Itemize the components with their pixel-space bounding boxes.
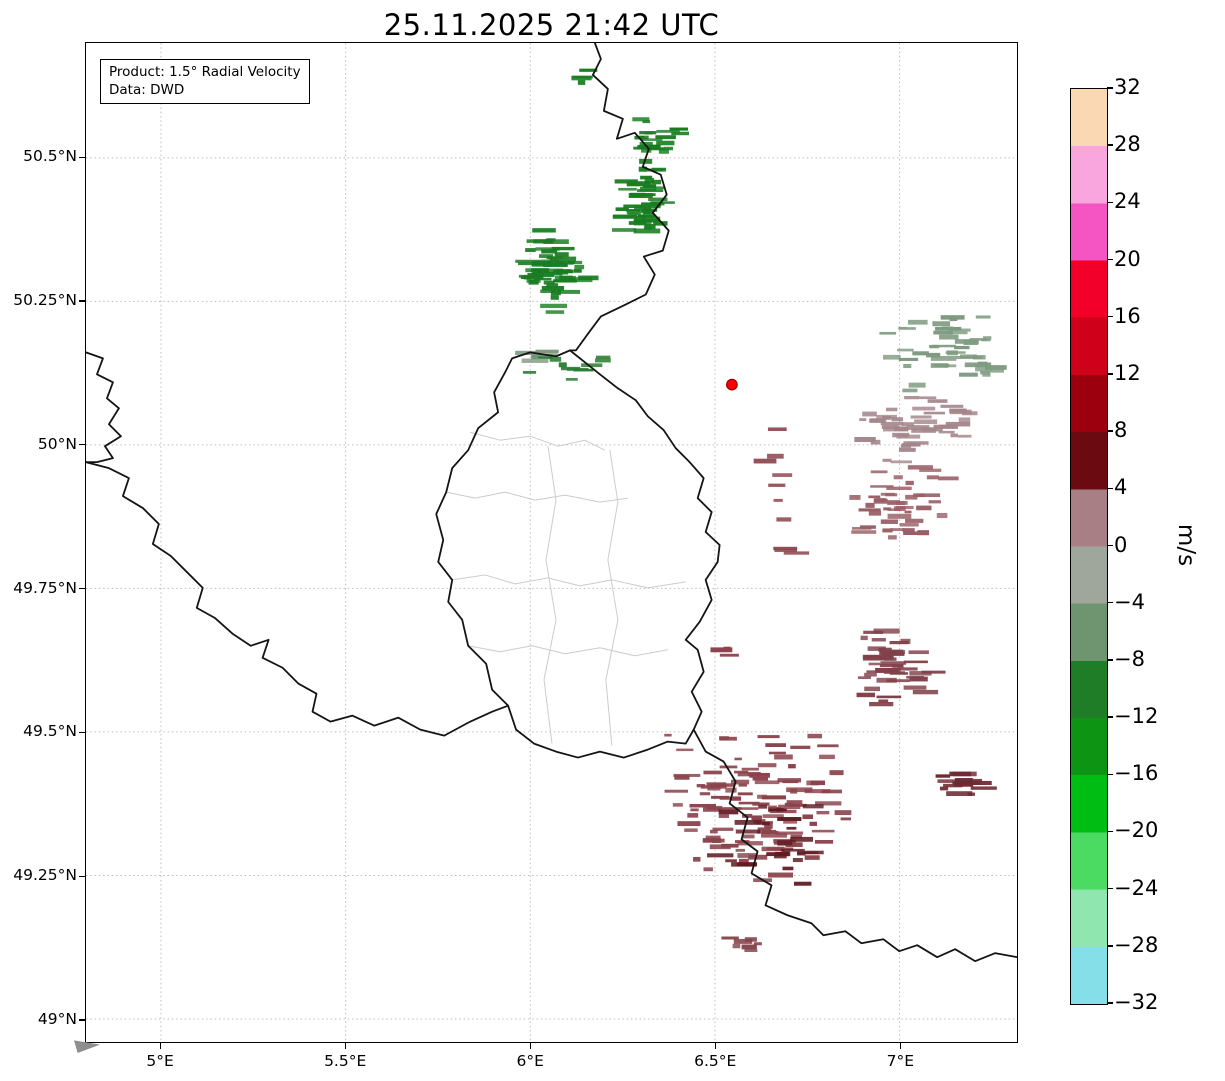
colorbar-unit-label: m/s	[1173, 523, 1199, 567]
border-belgium-germany	[569, 43, 670, 352]
data-source-label: Data: DWD	[109, 81, 185, 98]
colorbar-tickmark	[1107, 830, 1113, 833]
lon-tick-label: 5°E	[146, 1052, 174, 1070]
lat-tickmark	[79, 156, 85, 158]
colorbar-tickmark	[1107, 487, 1113, 489]
radar-site-marker	[726, 378, 738, 391]
colorbar-tick-label: 24	[1114, 189, 1141, 214]
lat-tick-label: 49°N	[37, 1009, 77, 1028]
lon-tickmark	[529, 1043, 531, 1049]
colorbar-tickmark	[1107, 945, 1113, 947]
colorbar-tick-label: 8	[1114, 418, 1128, 443]
colorbar-tick-label: −12	[1114, 704, 1159, 729]
lat-tickmark	[79, 300, 85, 302]
colorbar-tickmark	[1107, 716, 1113, 718]
map-canvas	[86, 43, 1017, 1042]
lat-tickmark	[79, 444, 85, 446]
colorbar-tick-label: −28	[1114, 932, 1159, 957]
luxembourg-canton-borders	[446, 431, 686, 746]
colorbar-tick-label: 28	[1114, 132, 1141, 157]
colorbar-tick-label: 4	[1114, 475, 1128, 500]
border-fragment-northwest	[86, 351, 122, 464]
colorbar-tickmark	[1107, 430, 1113, 432]
lon-tickmark	[899, 1043, 901, 1049]
lat-tick-label: 50.25°N	[13, 290, 77, 309]
colorbar-tick-label: 0	[1114, 532, 1128, 557]
lon-tick-label: 6°E	[516, 1052, 544, 1070]
colorbar-tickmark	[1107, 316, 1113, 318]
lat-tickmark	[79, 588, 85, 590]
colorbar-tick-label: −32	[1114, 990, 1159, 1014]
colorbar-tick-label: 32	[1114, 75, 1141, 99]
map-plot: Product: 1.5° Radial Velocity Data: DWD	[85, 42, 1018, 1043]
figure-title: 25.11.2025 21:42 UTC	[383, 8, 720, 42]
lat-tickmark	[79, 731, 85, 734]
lat-tick-label: 50°N	[37, 434, 77, 453]
lon-tick-label: 6.5°E	[694, 1052, 737, 1070]
colorbar-tickmark	[1107, 87, 1113, 89]
colorbar-tick-label: −16	[1114, 761, 1159, 786]
product-info-box: Product: 1.5° Radial Velocity Data: DWD	[100, 59, 310, 105]
border-france-belgium	[86, 461, 509, 737]
colorbar-tick-label: 20	[1114, 246, 1141, 271]
radar-echoes	[515, 68, 1007, 952]
colorbar-tickmark	[1107, 258, 1113, 261]
country-borders	[86, 43, 1017, 963]
lat-tick-label: 49.5°N	[23, 722, 77, 741]
colorbar-tickmark	[1107, 544, 1113, 547]
colorbar-tickmark	[1107, 773, 1113, 775]
border-luxembourg	[435, 349, 721, 759]
colorbar-tick-label: −24	[1114, 875, 1159, 900]
lat-tick-label: 49.75°N	[13, 578, 77, 597]
colorbar-tick-label: −4	[1114, 589, 1145, 614]
colorbar-tick-label: 16	[1114, 303, 1141, 328]
gridlines	[86, 43, 1017, 1042]
lon-tick-label: 7°E	[886, 1052, 914, 1070]
colorbar-tickmark	[1107, 659, 1113, 661]
border-france-germany	[692, 728, 1017, 963]
colorbar-tickmark	[1107, 887, 1113, 890]
colorbar-tickmark	[1107, 1002, 1113, 1004]
lon-tickmark	[714, 1043, 716, 1049]
colorbar-tickmark	[1107, 601, 1113, 604]
colorbar-tick-label: −8	[1114, 646, 1145, 671]
colorbar-tick-label: 12	[1114, 360, 1141, 385]
product-label: Product: 1.5° Radial Velocity	[109, 64, 301, 80]
lat-tickmark	[79, 875, 85, 877]
colorbar-tick-label: −20	[1114, 818, 1159, 843]
lat-tickmark	[79, 1019, 85, 1021]
lat-tick-label: 50.5°N	[23, 147, 77, 166]
lon-tickmark	[159, 1043, 161, 1049]
colorbar-tickmark	[1107, 201, 1113, 204]
lat-tick-label: 49.25°N	[13, 866, 77, 885]
colorbar-tickmark	[1107, 144, 1113, 146]
lon-tickmark	[344, 1043, 346, 1049]
colorbar-tickmark	[1107, 373, 1113, 375]
lon-tick-label: 5.5°E	[324, 1052, 367, 1070]
colorbar	[1070, 88, 1108, 1005]
